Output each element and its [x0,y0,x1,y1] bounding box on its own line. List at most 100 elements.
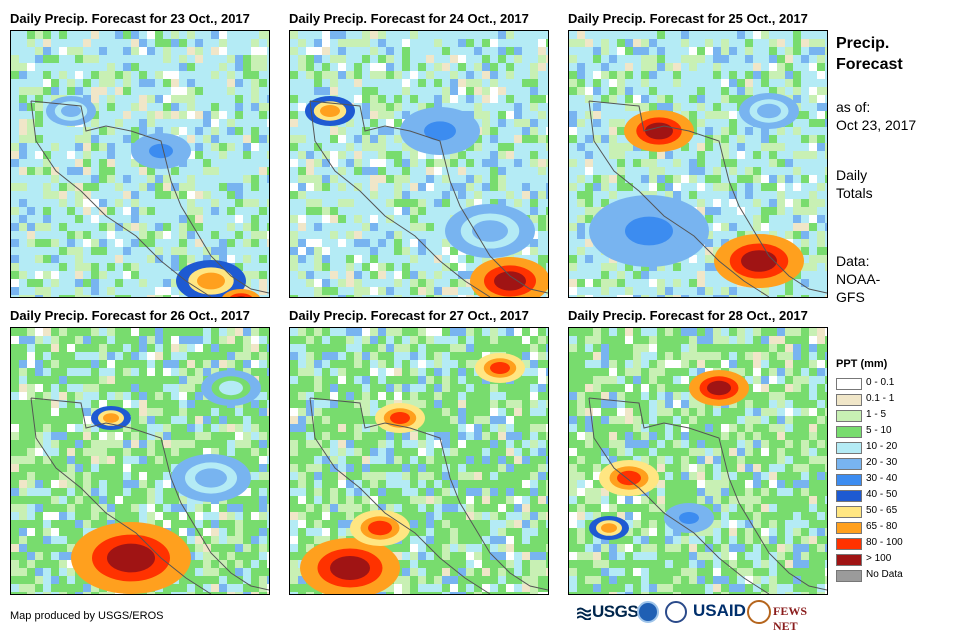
precip-cell [538,592,546,594]
precip-cell [809,336,817,344]
precip-cell [538,376,546,384]
precip-cell [809,360,817,368]
precip-cell [721,111,729,119]
precip-cell [131,328,139,336]
precip-cell [817,584,825,592]
precip-cell [51,167,59,175]
precip-cell [402,392,410,400]
precip-cell [306,592,314,594]
precip-cell [75,520,83,528]
precip-cell [155,592,163,594]
precip-cell [19,71,27,79]
precip-cell [147,368,155,376]
precip-cell [67,271,75,279]
precip-cell [418,400,426,408]
precip-cell [163,384,171,392]
precip-cell [546,223,548,231]
precip-cell [123,392,131,400]
precip-cell [641,528,649,536]
precip-cell [817,215,825,223]
precip-cell [769,424,777,432]
precip-cell [777,159,785,167]
precip-cell [673,352,681,360]
precip-cell [785,592,793,594]
precip-cell [801,368,809,376]
precip-cell [219,448,227,456]
precip-cell [801,440,809,448]
precip-cell [19,199,27,207]
precip-cell [777,392,785,400]
precip-cell [203,31,211,39]
precip-cell [322,255,330,263]
precip-cell [378,167,386,175]
precip-cell [721,207,729,215]
precip-cell [506,328,514,336]
precip-cell [370,159,378,167]
precip-cell [801,504,809,512]
precip-cell [314,55,322,63]
nasa-seal-icon [665,601,687,623]
precip-cell [801,408,809,416]
precip-cell [753,432,761,440]
precip-cell [577,279,585,287]
precip-cell [546,135,548,143]
precip-cell [777,376,785,384]
precip-cell [267,344,269,352]
precip-cell [785,560,793,568]
precip-cell [530,584,538,592]
precip-cell [705,448,713,456]
precip-cell [697,480,705,488]
precip-cell [123,368,131,376]
precip-cell [11,512,19,520]
precip-cell [569,520,577,528]
precip-cell [195,520,203,528]
precip-cell [649,71,657,79]
precip-cell [434,47,442,55]
precip-cell [99,432,107,440]
precip-cell [697,151,705,159]
precip-cell [474,135,482,143]
precip-cell [306,207,314,215]
precip-cell [203,552,211,560]
precip-cell [402,79,410,87]
precip-cell [785,79,793,87]
precip-cell [378,255,386,263]
precip-cell [721,424,729,432]
precip-cell [538,103,546,111]
precip-cell [131,95,139,103]
precip-cell [227,512,235,520]
precip-cell [203,328,211,336]
precip-cell [721,223,729,231]
precip-cell [330,263,338,271]
precip-cell [322,47,330,55]
precip-cell [83,239,91,247]
precip-cell [426,392,434,400]
precip-cell [322,39,330,47]
precip-cell [211,119,219,127]
precip-cell [370,368,378,376]
precip-cell [498,552,506,560]
precip-cell [474,424,482,432]
precip-cell [665,568,673,576]
precip-map-2 [290,31,548,297]
precip-cell [147,432,155,440]
precip-cell [434,536,442,544]
precip-cell [761,31,769,39]
precip-cell [187,247,195,255]
precip-cell [593,79,601,87]
precip-cell [298,408,306,416]
precip-cell [35,167,43,175]
precip-cell [506,544,514,552]
precip-cell [370,271,378,279]
precip-cell [195,247,203,255]
precip-cell [458,448,466,456]
precip-cell [227,183,235,191]
precip-cell [601,456,609,464]
precip-cell [107,95,115,103]
precip-cell [107,480,115,488]
precip-cell [434,544,442,552]
precip-cell [187,400,195,408]
precip-cell [51,496,59,504]
precip-cell [354,432,362,440]
precip-cell [697,103,705,111]
